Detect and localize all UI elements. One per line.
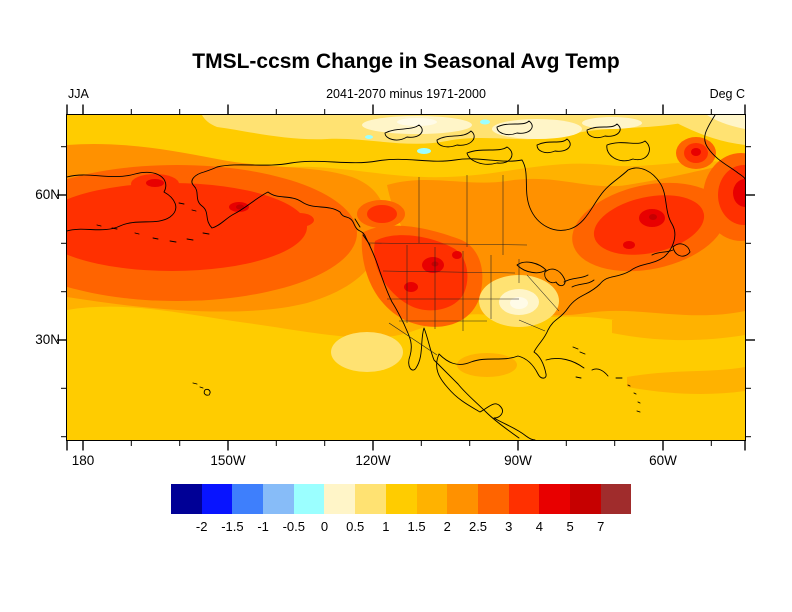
colorbar-tick-label: 2 xyxy=(443,519,451,534)
colorbar-segment xyxy=(355,484,386,514)
x-tick-label: 90W xyxy=(504,453,532,468)
y-tick-label: 60N xyxy=(35,187,60,202)
colorbar-segment xyxy=(416,484,448,514)
colorbar-segment xyxy=(508,484,540,514)
coastlines xyxy=(67,115,745,440)
colorbar-tick-label: 1 xyxy=(382,519,390,534)
colorbar-segment xyxy=(263,484,294,514)
colorbar-tick-label: -0.5 xyxy=(282,519,305,534)
colorbar-tick-label: 3 xyxy=(505,519,513,534)
season-label: JJA xyxy=(68,87,89,101)
colorbar-segment xyxy=(447,484,478,514)
colorbar-tick-label: -2 xyxy=(195,519,208,534)
units-label: Deg C xyxy=(709,87,745,101)
colorbar-tick-label: 7 xyxy=(597,519,605,534)
colorbar-tick-label: 0.5 xyxy=(346,519,365,534)
colorbar-segment xyxy=(385,484,417,514)
x-tick-label: 180 xyxy=(71,453,95,468)
colorbar-tick-label: 2.5 xyxy=(468,519,488,534)
colorbar-segment xyxy=(324,484,356,514)
x-tick-label: 150W xyxy=(210,453,246,468)
x-tick-label: 60W xyxy=(649,453,677,468)
colorbar xyxy=(171,484,632,514)
subtitle: 2041-2070 minus 1971-2000 xyxy=(326,87,486,101)
contour-fills xyxy=(67,115,745,440)
x-tick-label: 120W xyxy=(355,453,391,468)
colorbar-tick-label: 1.5 xyxy=(407,519,426,534)
colorbar-segment xyxy=(600,484,632,514)
colorbar-tick-label: 4 xyxy=(535,519,544,534)
colorbar-tick-label: 5 xyxy=(566,519,574,534)
colorbar-tick-label: -1 xyxy=(257,519,269,534)
colorbar-segment xyxy=(232,484,264,514)
y-tick-label: 30N xyxy=(35,332,60,347)
colorbar-segment xyxy=(539,484,570,514)
chart-title: TMSL-ccsm Change in Seasonal Avg Temp xyxy=(192,50,620,73)
colorbar-segment xyxy=(569,484,601,514)
political-borders xyxy=(368,175,560,356)
colorbar-tick-label: 0 xyxy=(320,519,329,534)
colorbar-segment xyxy=(171,484,202,514)
colorbar-segment xyxy=(201,484,233,514)
map-plot xyxy=(67,115,745,440)
colorbar-tick-label: -1.5 xyxy=(221,519,244,534)
colorbar-segment xyxy=(293,484,325,514)
colorbar-segment xyxy=(477,484,509,514)
